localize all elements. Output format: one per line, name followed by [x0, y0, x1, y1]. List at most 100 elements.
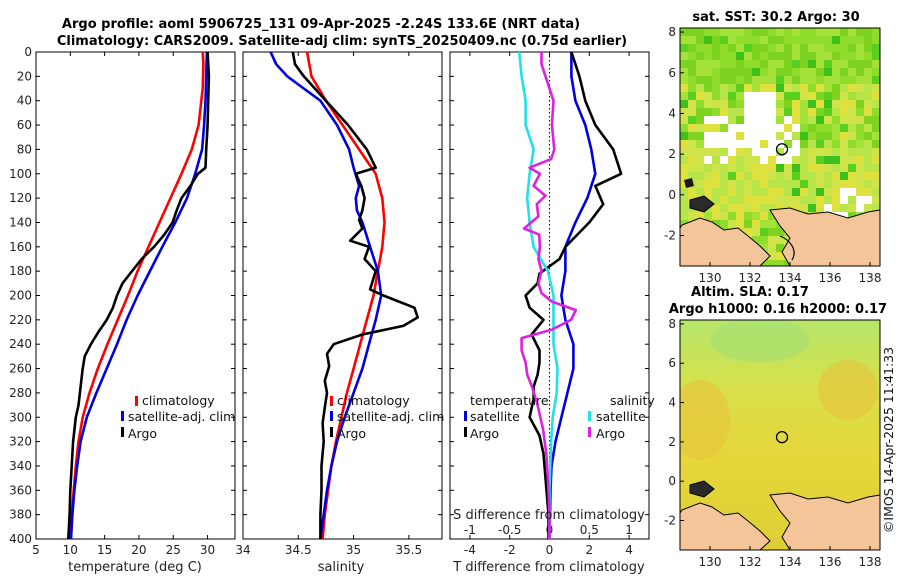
sst-cell — [768, 244, 776, 252]
map-x-tick-label: 134 — [779, 271, 802, 285]
sst-cell — [728, 100, 736, 108]
sst-cell — [736, 60, 744, 68]
sst-cell — [824, 148, 832, 156]
sst-cell — [832, 116, 840, 124]
sst-cell — [776, 148, 784, 156]
series-line-satellite-adj-clim — [69, 52, 209, 539]
sst-cell — [800, 52, 808, 60]
sst-cell — [768, 220, 776, 228]
land-new-guinea-west — [680, 502, 771, 550]
sst-cell — [688, 28, 696, 36]
difference-legend: temperature salinity satellite Argo sate… — [464, 393, 655, 441]
sst-cell — [696, 172, 704, 180]
sst-cell — [736, 52, 744, 60]
sst-cell — [856, 76, 864, 84]
sst-cell — [768, 252, 776, 260]
sst-cell — [792, 68, 800, 76]
y-tick-label: 160 — [9, 240, 32, 254]
sst-cell — [696, 36, 704, 44]
sst-cell — [840, 108, 848, 116]
land-new-guinea-east — [769, 492, 880, 550]
sst-cell — [808, 124, 816, 132]
sst-cell — [784, 108, 792, 116]
sla-map-subtitle: Argo h1000: 0.16 h2000: 0.17 — [669, 302, 887, 317]
sst-cell — [784, 196, 792, 204]
sst-cell — [856, 44, 864, 52]
sst-cell — [688, 148, 696, 156]
sst-cell — [832, 92, 840, 100]
y-tick-label: 60 — [17, 118, 32, 132]
sst-cell — [712, 196, 720, 204]
y-tick-label: 200 — [9, 289, 32, 303]
sst-cell — [816, 140, 824, 148]
map-y-tick-label: 8 — [668, 25, 676, 39]
sst-cell — [736, 28, 744, 36]
sst-cell — [776, 236, 784, 244]
sst-cell — [736, 148, 744, 156]
sst-cell — [824, 196, 832, 204]
sst-cell — [728, 156, 736, 164]
sst-cell — [808, 156, 816, 164]
sst-cell — [848, 100, 856, 108]
sst-cell — [680, 124, 688, 132]
sst-cell — [856, 36, 864, 44]
legend-label-climatology: climatology — [142, 393, 215, 408]
legend-title-salinity: salinity — [610, 393, 655, 408]
sst-cell — [832, 28, 840, 36]
sla-map-ticks: 130 132 134 136 138 -2 0 2 4 6 8 — [664, 317, 881, 569]
sst-cell — [760, 84, 768, 92]
sst-cell — [720, 68, 728, 76]
sst-cell — [776, 108, 784, 116]
temperature-lines — [67, 52, 211, 539]
sst-cell — [752, 36, 760, 44]
x-tick-label: 10 — [63, 543, 78, 557]
sst-cell — [872, 156, 880, 164]
sst-cell — [864, 132, 872, 140]
sst-cell — [864, 108, 872, 116]
sst-cell — [680, 140, 688, 148]
sst-cell — [840, 84, 848, 92]
sst-cell — [864, 124, 872, 132]
sst-cell — [752, 228, 760, 236]
sst-cell — [688, 164, 696, 172]
sst-cell — [776, 28, 784, 36]
sst-cell — [816, 204, 824, 212]
legend-swatch-argo — [330, 427, 333, 437]
sst-cell — [680, 188, 688, 196]
y-tick-label: 240 — [9, 337, 32, 351]
x-tick-label: -2 — [504, 543, 516, 557]
y-tick-label: 20 — [17, 69, 32, 83]
sst-cell — [728, 108, 736, 116]
sst-cell — [800, 180, 808, 188]
sst-cell — [784, 76, 792, 84]
x-tick-label: 34.5 — [285, 543, 312, 557]
x-tick-label: -4 — [464, 543, 476, 557]
sst-cell — [712, 108, 720, 116]
sst-cell — [680, 36, 688, 44]
legend-label-s-satellite: satellite — [596, 409, 646, 424]
sst-cell — [864, 68, 872, 76]
sst-cell — [768, 52, 776, 60]
sst-cell — [696, 132, 704, 140]
salinity-ticks: 34 34.5 35 35.5 — [235, 51, 442, 557]
sst-cell — [832, 188, 840, 196]
sst-cell — [800, 60, 808, 68]
sst-cell — [712, 172, 720, 180]
sst-cell — [872, 204, 880, 212]
sst-cell — [784, 52, 792, 60]
sst-cell — [864, 116, 872, 124]
sst-cell — [808, 68, 816, 76]
sst-cell — [848, 204, 856, 212]
sst-cell — [688, 68, 696, 76]
sst-cell — [816, 172, 824, 180]
sst-cell — [784, 124, 792, 132]
sst-cell — [800, 108, 808, 116]
sst-cell — [824, 44, 832, 52]
sst-cell — [816, 68, 824, 76]
sst-cell — [864, 148, 872, 156]
sst-cell — [808, 164, 816, 172]
sst-cell — [776, 188, 784, 196]
sst-cell — [704, 76, 712, 84]
x-tick-label: 15 — [97, 543, 112, 557]
sst-cell — [736, 132, 744, 140]
